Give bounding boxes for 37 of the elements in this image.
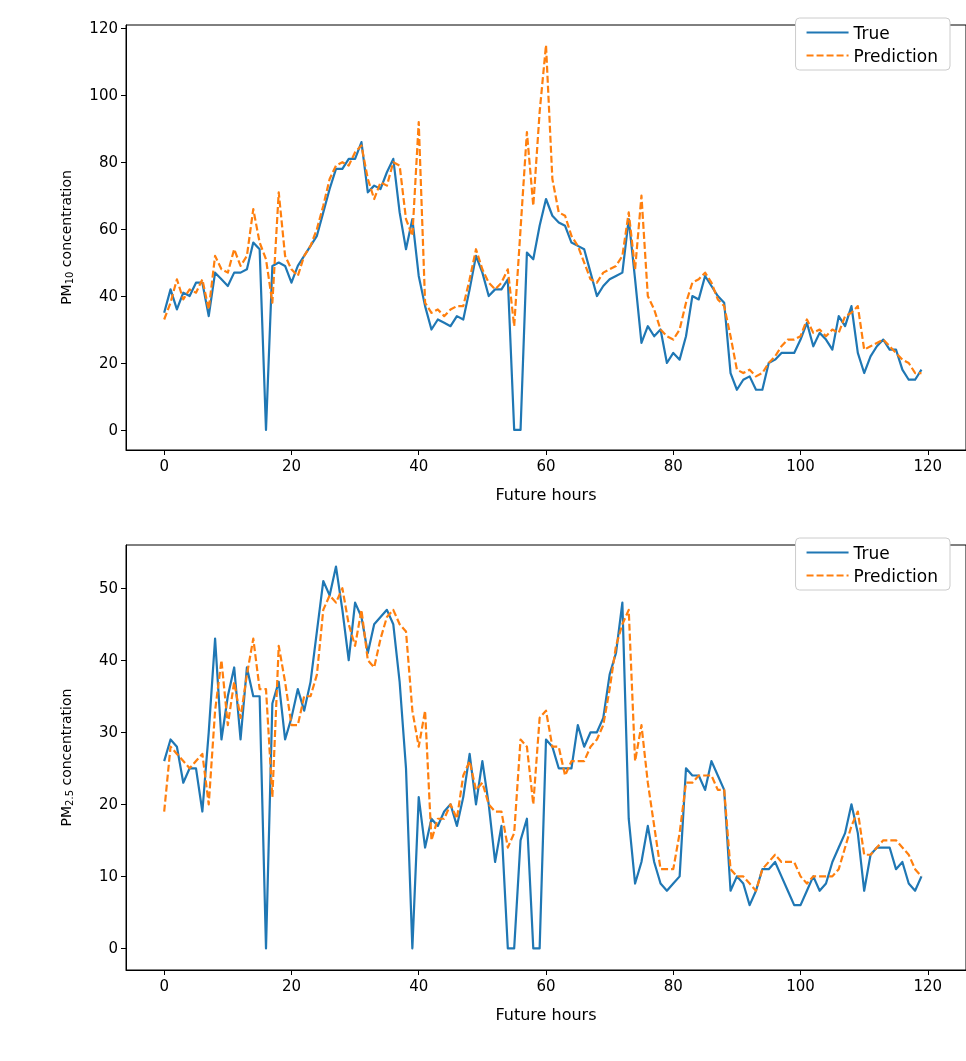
y-tick-label: 40 [98, 651, 118, 670]
y-tick-label: 0 [108, 420, 118, 439]
y-tick-label: 20 [98, 795, 118, 814]
x-tick-label: 60 [536, 456, 556, 475]
legend-label: True [852, 22, 890, 43]
legend-label: True [852, 542, 890, 563]
legend-label: Prediction [853, 45, 938, 66]
y-tick-label: 20 [98, 353, 118, 372]
x-tick-label: 120 [913, 456, 943, 475]
y-axis-title: PM10 concentration [58, 170, 75, 305]
x-tick-label: 80 [663, 456, 683, 475]
x-tick-label: 60 [536, 976, 556, 995]
y-tick-label: 0 [108, 939, 118, 958]
x-tick-label: 20 [281, 456, 301, 475]
x-tick-label: 80 [663, 976, 683, 995]
x-tick-label: 100 [786, 456, 815, 475]
x-tick-label: 100 [786, 976, 815, 995]
line-series [163, 141, 923, 432]
x-tick-label: 40 [409, 976, 429, 995]
x-tick-label: 120 [913, 976, 943, 995]
y-tick-label: 40 [98, 287, 118, 306]
x-tick-label: 0 [159, 456, 169, 475]
y-tick-label: 50 [98, 579, 118, 598]
x-axis-title: Future hours [495, 484, 597, 504]
y-tick-label: 60 [98, 220, 118, 239]
y-tick-label: 10 [98, 867, 118, 886]
y-tick-label: 80 [98, 153, 118, 172]
line-series [163, 587, 923, 892]
y-tick-label: 120 [89, 19, 118, 38]
x-axis-title: Future hours [495, 1004, 597, 1024]
y-tick-label: 100 [89, 86, 118, 105]
legend-label: Prediction [853, 565, 938, 586]
x-tick-label: 40 [409, 456, 429, 475]
y-tick-label: 30 [98, 723, 118, 742]
y-axis-title: PM2.5 concentration [58, 688, 75, 827]
x-tick-label: 20 [281, 976, 301, 995]
x-tick-label: 0 [159, 976, 169, 995]
